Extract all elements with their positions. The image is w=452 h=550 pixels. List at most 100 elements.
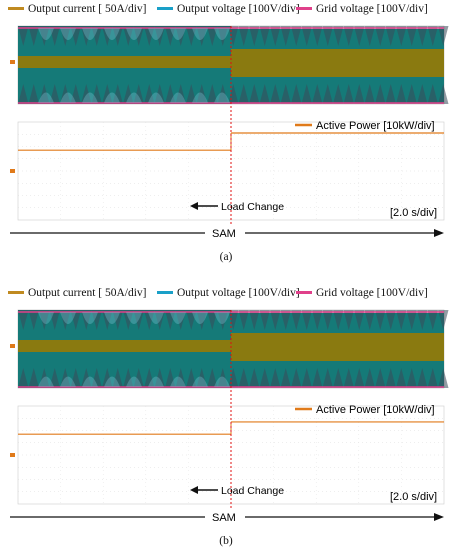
grid-voltage-peak-bottom [196,84,207,104]
grid-voltage-peak-bottom [280,84,291,104]
grid-voltage-peak-bottom [354,84,365,104]
output-voltage-bump [60,92,76,103]
grid-voltage-peak-bottom [396,368,407,388]
grid-voltage-peak-bottom [28,368,39,388]
grid-voltage-peak-bottom [364,368,375,388]
grid-voltage-peak-top [364,310,375,330]
output-voltage-bump [60,312,76,324]
grid-voltage-peak-bottom [343,368,354,388]
grid-voltage-peak-top [385,310,396,330]
output-voltage-bump [104,376,120,387]
grid-voltage-peak-bottom [196,368,207,388]
legend-current: Output current [ 50A/div] [8,3,147,15]
grid-voltage-peak-top [123,310,134,330]
grid-voltage-peak-top [217,26,228,46]
output-voltage-bump [170,28,186,40]
output-voltage-bump [60,376,76,387]
grid-voltage-peak-bottom [291,84,302,104]
grid-voltage-peak-top [417,26,428,46]
grid-voltage-peak-top [60,310,71,330]
grid-voltage-peak-top [175,310,186,330]
grid-voltage-peak-top [196,310,207,330]
panel-b: [2.0 s/div] SAM Load Change Active Power… [0,304,452,535]
grid-voltage-peak-top [280,310,291,330]
grid-voltage-peak-bottom [354,368,365,388]
grid-voltage-peak-top [207,310,218,330]
grid-voltage-peak-top [28,26,39,46]
output-voltage-bump [148,28,164,40]
grid-voltage-peak-bottom [186,368,197,388]
grid-voltage-peak-bottom [270,84,281,104]
current-band-before [18,56,231,68]
legend-b: Output current [ 50A/div] Output voltage… [0,287,452,303]
grid-voltage-peak-bottom [154,368,165,388]
grid-voltage-peak-top [154,26,165,46]
grid-voltage-peak-top [354,310,365,330]
grid-voltage-peak-bottom [165,368,176,388]
grid-voltage-peak-bottom [333,84,344,104]
legend-a: Output current [ 50A/div] Output voltage… [0,3,452,19]
legend-grid-voltage: Grid voltage [100V/div] [296,3,428,15]
caption-b: (b) [219,535,233,547]
grid-voltage-peak-bottom [417,84,428,104]
timescale-label: [2.0 s/div] [390,491,437,503]
grid-voltage-peak-bottom [154,84,165,104]
grid-voltage-peak-bottom [249,368,260,388]
grid-voltage-peak-top [154,310,165,330]
output-voltage-bump [38,312,54,324]
output-voltage-bump [148,312,164,324]
output-voltage-bump [170,92,186,103]
grid-voltage-peak-bottom [417,368,428,388]
grid-voltage-peak-bottom [291,368,302,388]
output-voltage-bump [104,28,120,40]
output-voltage-bump [126,92,142,103]
grid-voltage-peak-top [270,26,281,46]
chart-b: [2.0 s/div] SAM Load Change Active Power… [10,309,449,524]
grid-voltage-peak-top [280,26,291,46]
grid-voltage-peak-top [291,26,302,46]
output-voltage-bump [170,376,186,387]
grid-voltage-peak-bottom [406,368,417,388]
grid-voltage-peak-top [375,26,386,46]
grid-voltage-peak-bottom [91,368,102,388]
grid-voltage-peak-bottom [18,368,29,388]
output-voltage-bump [82,28,98,40]
output-voltage-bump [82,376,98,387]
grid-voltage-peak-top [291,310,302,330]
grid-voltage-peak-bottom [259,84,270,104]
legend-grid-voltage-swatch [296,290,312,294]
output-voltage-bump [214,312,230,324]
current-band-before [18,340,231,352]
load-change-arrow-head [190,202,198,210]
power-legend-label: Active Power [10kW/div] [316,404,435,416]
grid-voltage-peak-top [406,26,417,46]
grid-voltage-peak-top [375,310,386,330]
grid-voltage-peak-bottom [396,84,407,104]
grid-voltage-peak-bottom [91,84,102,104]
grid-voltage-peak-top [186,26,197,46]
grid-voltage-peak-bottom [375,368,386,388]
grid-voltage-peak-top [249,26,260,46]
grid-voltage-peak-top [165,310,176,330]
output-voltage-bump [60,28,76,40]
legend-output-voltage-swatch [157,6,173,10]
load-change-arrow-head [190,486,198,494]
output-voltage-bump [148,376,164,387]
grid-voltage-peak-top [364,26,375,46]
grid-voltage-peak-top [186,310,197,330]
grid-voltage-peak-top [217,310,228,330]
output-voltage-bump [104,312,120,324]
grid-voltage-peak-top [112,26,123,46]
grid-voltage-peak-bottom [427,84,438,104]
grid-voltage-peak-bottom [375,84,386,104]
grid-voltage-peak-top [39,26,50,46]
grid-voltage-peak-top [312,310,323,330]
grid-voltage-peak-top [81,26,92,46]
load-change-label: Load Change [221,201,284,213]
grid-voltage-peak-bottom [102,84,113,104]
grid-voltage-peak-bottom [81,84,92,104]
output-voltage-bump [170,312,186,324]
caption-a: (a) [219,251,233,263]
grid-voltage-peak-bottom [312,84,323,104]
legend-current-swatch [8,6,24,10]
